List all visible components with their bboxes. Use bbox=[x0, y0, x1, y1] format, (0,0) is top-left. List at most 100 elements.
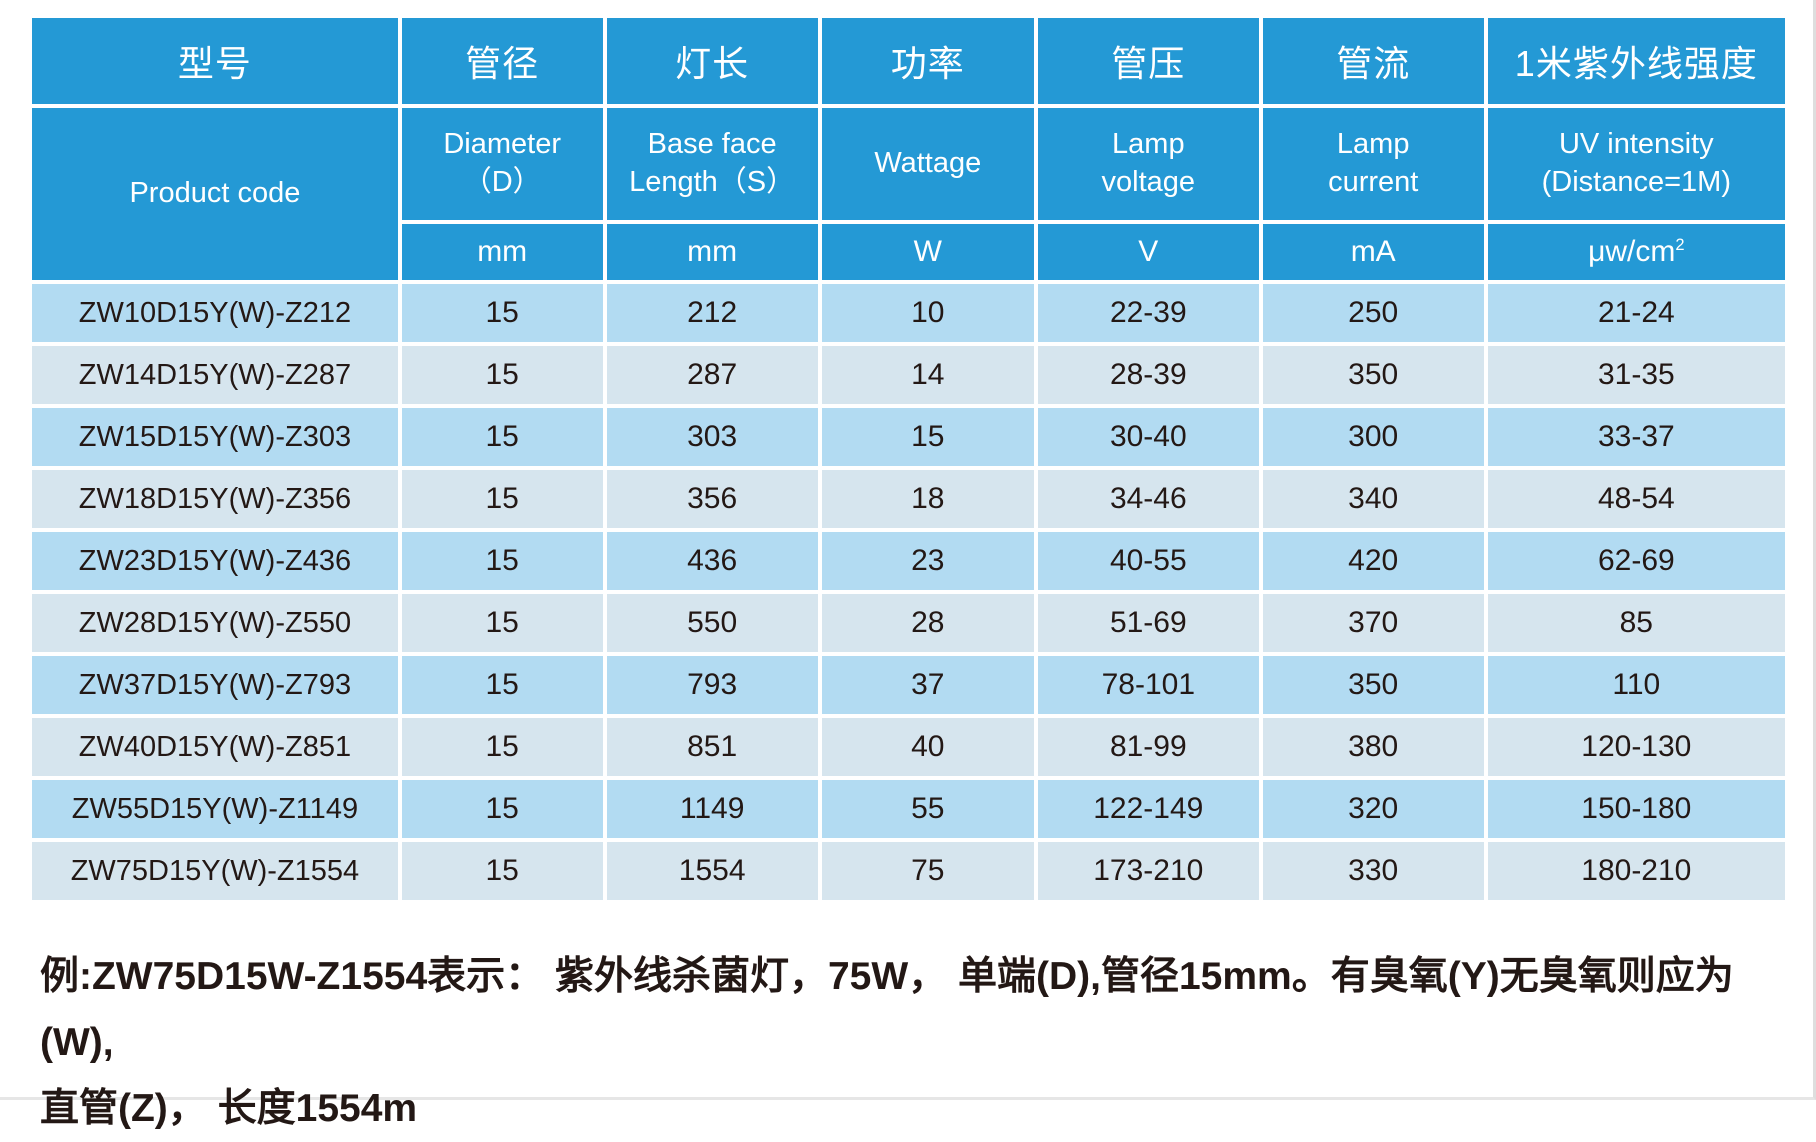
uv-cell: 62-69 bbox=[1483, 528, 1790, 594]
product-code-cell: ZW15D15Y(W)-Z303 bbox=[28, 404, 402, 470]
length-cell: 1554 bbox=[602, 838, 822, 904]
diameter-cell: 15 bbox=[397, 280, 607, 346]
table-row: ZW23D15Y(W)-Z436 15 436 23 40-55 420 62-… bbox=[28, 528, 1790, 594]
wattage-cell: 23 bbox=[817, 528, 1038, 594]
table-row: ZW14D15Y(W)-Z287 15 287 14 28-39 350 31-… bbox=[28, 342, 1790, 408]
unit-voltage: V bbox=[1033, 220, 1263, 284]
current-cell: 340 bbox=[1258, 466, 1488, 532]
current-cell: 420 bbox=[1258, 528, 1488, 594]
uv-cell: 48-54 bbox=[1483, 466, 1790, 532]
current-cell: 300 bbox=[1258, 404, 1488, 470]
unit-uv: μw/cm2 bbox=[1483, 220, 1790, 284]
product-code-cell: ZW10D15Y(W)-Z212 bbox=[28, 280, 402, 346]
product-code-cell: ZW14D15Y(W)-Z287 bbox=[28, 342, 402, 408]
uv-cell: 150-180 bbox=[1483, 776, 1790, 842]
header-row-english: Product code Diameter （D） Base face Leng… bbox=[28, 104, 1790, 284]
unit-current: mA bbox=[1258, 220, 1488, 284]
wattage-cell: 75 bbox=[817, 838, 1038, 904]
product-code-cell: ZW23D15Y(W)-Z436 bbox=[28, 528, 402, 594]
wattage-cell: 28 bbox=[817, 590, 1038, 656]
product-code-cell: ZW55D15Y(W)-Z1149 bbox=[28, 776, 402, 842]
example-footnote: 例:ZW75D15W-Z1554表示： 紫外线杀菌灯，75W， 单端(D),管径… bbox=[40, 944, 1800, 1142]
header-cn-wattage: 功率 bbox=[817, 14, 1038, 108]
diameter-cell: 15 bbox=[397, 652, 607, 718]
wattage-cell: 55 bbox=[817, 776, 1038, 842]
current-cell: 380 bbox=[1258, 714, 1488, 780]
header-row-chinese: 型号 管径 灯长 功率 管压 管流 1米紫外线强度 bbox=[28, 14, 1790, 108]
length-cell: 356 bbox=[602, 466, 822, 532]
voltage-cell: 173-210 bbox=[1033, 838, 1263, 904]
product-code-cell: ZW18D15Y(W)-Z356 bbox=[28, 466, 402, 532]
voltage-cell: 34-46 bbox=[1033, 466, 1263, 532]
unit-uv-superscript: 2 bbox=[1675, 236, 1685, 254]
header-row-units: mm mm W V mA μw/cm2 bbox=[30, 220, 1790, 284]
length-cell: 303 bbox=[602, 404, 822, 470]
length-cell: 212 bbox=[602, 280, 822, 346]
length-cell: 793 bbox=[602, 652, 822, 718]
length-cell: 1149 bbox=[602, 776, 822, 842]
uv-cell: 85 bbox=[1483, 590, 1790, 656]
product-code-cell: ZW28D15Y(W)-Z550 bbox=[28, 590, 402, 656]
header-en-wattage: Wattage bbox=[817, 104, 1038, 224]
uv-cell: 31-35 bbox=[1483, 342, 1790, 408]
uv-cell: 21-24 bbox=[1483, 280, 1790, 346]
product-code-cell: ZW37D15Y(W)-Z793 bbox=[28, 652, 402, 718]
footnote-line-1: 例:ZW75D15W-Z1554表示： 紫外线杀菌灯，75W， 单端(D),管径… bbox=[40, 955, 1734, 1064]
footnote-line-2: 直管(Z)， 长度1554m bbox=[40, 1087, 418, 1130]
uv-cell: 110 bbox=[1483, 652, 1790, 718]
unit-uv-base: μw/cm bbox=[1588, 235, 1676, 268]
current-cell: 370 bbox=[1258, 590, 1488, 656]
diameter-cell: 15 bbox=[397, 528, 607, 594]
current-cell: 320 bbox=[1258, 776, 1488, 842]
wattage-cell: 10 bbox=[817, 280, 1038, 346]
unit-length: mm bbox=[602, 220, 822, 284]
voltage-cell: 51-69 bbox=[1033, 590, 1263, 656]
table-row: ZW18D15Y(W)-Z356 15 356 18 34-46 340 48-… bbox=[28, 466, 1790, 532]
product-code-cell: ZW75D15Y(W)-Z1554 bbox=[28, 838, 402, 904]
table-row: ZW15D15Y(W)-Z303 15 303 15 30-40 300 33-… bbox=[28, 404, 1790, 470]
table-row: ZW28D15Y(W)-Z550 15 550 28 51-69 370 85 bbox=[28, 590, 1790, 656]
unit-wattage: W bbox=[817, 220, 1038, 284]
table-row: ZW10D15Y(W)-Z212 15 212 10 22-39 250 21-… bbox=[28, 280, 1790, 346]
header-en-product-code: Product code bbox=[28, 104, 402, 284]
table-row: ZW40D15Y(W)-Z851 15 851 40 81-99 380 120… bbox=[28, 714, 1790, 780]
header-en-voltage: Lamp voltage bbox=[1033, 104, 1263, 224]
length-cell: 851 bbox=[602, 714, 822, 780]
header-en-uv: UV intensity (Distance=1M) bbox=[1483, 104, 1790, 224]
diameter-cell: 15 bbox=[397, 466, 607, 532]
diameter-cell: 15 bbox=[397, 714, 607, 780]
length-cell: 287 bbox=[602, 342, 822, 408]
table-body: ZW10D15Y(W)-Z212 15 212 10 22-39 250 21-… bbox=[28, 280, 1790, 904]
current-cell: 350 bbox=[1258, 342, 1488, 408]
wattage-cell: 18 bbox=[817, 466, 1038, 532]
diameter-cell: 15 bbox=[397, 838, 607, 904]
uv-lamp-spec-table: 型号 管径 灯长 功率 管压 管流 1米紫外线强度 Product code D… bbox=[28, 14, 1790, 904]
diameter-cell: 15 bbox=[397, 342, 607, 408]
diameter-cell: 15 bbox=[397, 590, 607, 656]
voltage-cell: 81-99 bbox=[1033, 714, 1263, 780]
table-row: ZW37D15Y(W)-Z793 15 793 37 78-101 350 11… bbox=[28, 652, 1790, 718]
voltage-cell: 22-39 bbox=[1033, 280, 1263, 346]
uv-cell: 120-130 bbox=[1483, 714, 1790, 780]
voltage-cell: 122-149 bbox=[1033, 776, 1263, 842]
table-row: ZW55D15Y(W)-Z1149 15 1149 55 122-149 320… bbox=[28, 776, 1790, 842]
length-cell: 550 bbox=[602, 590, 822, 656]
wattage-cell: 37 bbox=[817, 652, 1038, 718]
voltage-cell: 28-39 bbox=[1033, 342, 1263, 408]
length-cell: 436 bbox=[602, 528, 822, 594]
header-cn-length: 灯长 bbox=[602, 14, 822, 108]
header-cn-model: 型号 bbox=[28, 14, 402, 108]
voltage-cell: 40-55 bbox=[1033, 528, 1263, 594]
uv-cell: 33-37 bbox=[1483, 404, 1790, 470]
unit-diameter: mm bbox=[397, 220, 607, 284]
wattage-cell: 15 bbox=[817, 404, 1038, 470]
wattage-cell: 40 bbox=[817, 714, 1038, 780]
diameter-cell: 15 bbox=[397, 404, 607, 470]
header-cn-uv: 1米紫外线强度 bbox=[1483, 14, 1790, 108]
product-code-cell: ZW40D15Y(W)-Z851 bbox=[28, 714, 402, 780]
voltage-cell: 30-40 bbox=[1033, 404, 1263, 470]
header-en-length: Base face Length（S） bbox=[602, 104, 822, 224]
current-cell: 330 bbox=[1258, 838, 1488, 904]
current-cell: 350 bbox=[1258, 652, 1488, 718]
voltage-cell: 78-101 bbox=[1033, 652, 1263, 718]
